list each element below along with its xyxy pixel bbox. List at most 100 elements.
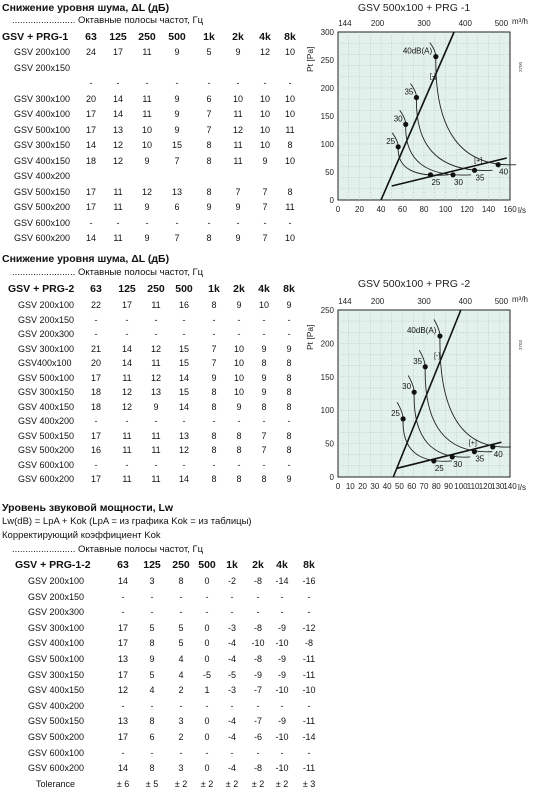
table-cell: - xyxy=(212,459,216,470)
table-header-band: 125 xyxy=(143,559,161,571)
table-cell: 0 xyxy=(204,638,210,649)
table-cell: 11 xyxy=(151,358,161,368)
table-cell: 3 xyxy=(178,716,184,727)
table-cell: - xyxy=(237,459,241,470)
table-cell: 14 xyxy=(121,343,132,354)
table-cell: 9 xyxy=(153,401,159,412)
table-cell: 17 xyxy=(85,186,96,197)
table-cell: -11 xyxy=(302,763,316,774)
table-cell: 11 xyxy=(285,202,295,212)
table-row-label: GSV 500x200 xyxy=(28,732,85,742)
table-cell: -9 xyxy=(277,669,286,680)
table-cell: 8 xyxy=(211,430,217,441)
table-cell: - xyxy=(121,747,125,758)
data-point xyxy=(450,172,456,178)
table-cell: - xyxy=(262,329,266,339)
table-cell: 8 xyxy=(211,387,217,397)
tolerance-cell: ± 2 xyxy=(174,778,188,789)
table-cell: 11 xyxy=(285,124,295,135)
table-cell: - xyxy=(280,607,284,618)
table-header-band: 2k xyxy=(233,283,245,295)
table-row-label: GSV 300x150 xyxy=(18,387,75,397)
table-cell: 5 xyxy=(178,622,184,633)
tolerance-cell: ± 5 xyxy=(145,778,159,789)
table-cell: 16 xyxy=(178,300,189,310)
table-cell: -9 xyxy=(277,716,286,727)
table-cell: 9 xyxy=(235,47,241,57)
table-cell: 7 xyxy=(174,233,180,243)
y-tick-label: 150 xyxy=(321,373,335,382)
table-cell: - xyxy=(89,78,93,88)
table-cell: 11 xyxy=(233,109,243,119)
y-tick-label: 200 xyxy=(321,339,335,348)
table-cell: 13 xyxy=(171,186,182,197)
sound-curve xyxy=(433,319,511,448)
table-cell: 12 xyxy=(150,343,161,354)
table-cell: 9 xyxy=(144,202,150,212)
table-cell: - xyxy=(121,607,125,618)
section1-title: Снижение уровня шума, ΔL (дБ) xyxy=(2,2,170,14)
table-cell: 9 xyxy=(236,401,242,412)
table-cell: -5 xyxy=(227,669,236,680)
data-point xyxy=(471,167,478,173)
table-row-label: GSV 600x200 xyxy=(18,474,75,484)
table-header-band: 8k xyxy=(303,559,315,571)
table-cell: -2 xyxy=(227,576,236,586)
point-label: 30 xyxy=(453,460,462,469)
table-cell: 10 xyxy=(284,233,295,243)
table-cell: 8 xyxy=(286,358,292,368)
minus-bracket: [-] xyxy=(434,353,440,360)
y-tick-label: 50 xyxy=(325,168,334,177)
table-row-label: GSV 200x100 xyxy=(18,300,75,310)
table-cell: 14 xyxy=(178,401,189,412)
table-cell: 4 xyxy=(149,685,155,696)
table-cell: 11 xyxy=(122,445,132,455)
table-cell: 21 xyxy=(90,343,101,354)
table-cell: 9 xyxy=(174,124,180,135)
top-axis-label: m³/h xyxy=(512,17,528,26)
table-cell: -16 xyxy=(302,576,316,586)
table-cell: - xyxy=(150,747,154,758)
table-cell: 2 xyxy=(178,732,184,742)
table-cell: 8 xyxy=(211,401,217,412)
table-cell: -9 xyxy=(253,669,262,680)
table-cell: 9 xyxy=(235,233,241,243)
table-cell: - xyxy=(212,416,216,426)
point-label: 40dB(A) xyxy=(403,47,433,56)
table-cell: - xyxy=(230,747,234,758)
table-cell: - xyxy=(237,314,241,325)
table-cell: - xyxy=(287,459,291,470)
table-cell: - xyxy=(205,591,209,602)
table-cell: -11 xyxy=(302,669,316,680)
table-cell: -10 xyxy=(302,685,316,696)
x-tick-label: 20 xyxy=(358,482,367,491)
table-header-band: 2k xyxy=(232,31,244,43)
section3-subtitle: ........................ Октавные полосы… xyxy=(12,544,204,555)
table-cell: 8 xyxy=(236,445,242,455)
x-tick-label: 160 xyxy=(503,205,517,214)
table-cell: 14 xyxy=(85,140,96,150)
top-tick-label: 300 xyxy=(417,19,431,28)
table-cell: 10 xyxy=(233,387,244,397)
table-cell: 8 xyxy=(261,401,267,412)
table-cell: 17 xyxy=(121,300,132,310)
table-cell: -6 xyxy=(253,732,262,742)
table-cell: -5 xyxy=(202,669,211,680)
table-cell: - xyxy=(256,591,260,602)
y-tick-label: 250 xyxy=(321,56,335,65)
table-row-label: GSV 600x200 xyxy=(14,233,71,243)
minus-bracket: [-] xyxy=(430,74,436,81)
table-cell: - xyxy=(125,416,129,426)
table-cell: 11 xyxy=(113,186,123,197)
table-cell: 8 xyxy=(206,140,212,150)
top-tick-label: 500 xyxy=(495,19,509,28)
point-label: 35 xyxy=(404,88,413,97)
table-cell: - xyxy=(288,217,292,228)
table-row-label: GSV 400x150 xyxy=(18,401,75,412)
x-tick-label: 70 xyxy=(420,482,429,491)
table-cell: -10 xyxy=(275,685,289,696)
table-cell: 4 xyxy=(178,654,184,664)
table-cell: 12 xyxy=(141,186,152,197)
table-cell: - xyxy=(280,700,284,711)
table-cell: 0 xyxy=(204,763,210,774)
